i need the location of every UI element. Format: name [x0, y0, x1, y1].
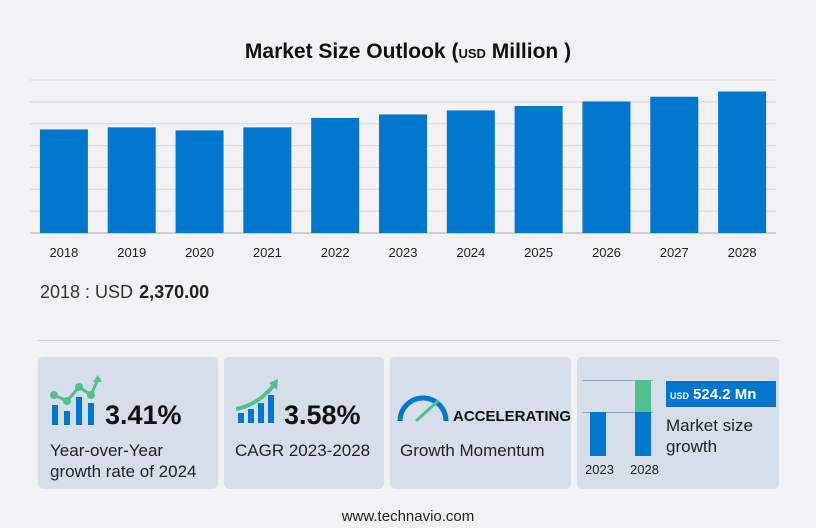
x-tick-label: 2027	[660, 245, 689, 260]
guide-line	[583, 380, 653, 381]
bar-2025	[514, 106, 563, 233]
x-tick-label: 2026	[592, 245, 621, 260]
bar-2027	[650, 96, 699, 233]
bar-2028	[635, 412, 651, 456]
base-year-value: 2018 : USD 2,370.00	[40, 282, 210, 302]
x-tick-label: 2020	[185, 245, 214, 260]
cagr-label: CAGR 2023-2028	[235, 441, 371, 460]
divider	[38, 340, 780, 341]
year-end: 2028	[630, 462, 659, 477]
bar-2019	[107, 127, 156, 233]
x-tick-label: 2018	[49, 245, 78, 260]
bar-2018	[39, 129, 88, 233]
bar-2028	[718, 91, 767, 233]
growth-label: Market size growth	[666, 416, 753, 456]
yoy-card: 3.41% Year-over-Year growth rate of 2024	[38, 357, 218, 489]
x-tick-label: 2019	[117, 245, 146, 260]
year-start: 2023	[585, 462, 614, 477]
bar-2024	[446, 110, 495, 233]
bar-2022	[311, 117, 360, 233]
x-tick-label: 2024	[456, 245, 485, 260]
bar-2020	[175, 130, 224, 233]
yoy-label: Year-over-Year growth rate of 2024	[50, 441, 197, 481]
cagr-value: 3.58%	[284, 400, 361, 430]
bar-2021	[243, 127, 292, 233]
bar-2028-growth	[635, 380, 651, 412]
speedometer-icon	[397, 395, 449, 423]
growth-card: 2023 2028 Market size growth	[577, 357, 779, 489]
momentum-label: Growth Momentum	[400, 441, 545, 460]
x-tick-label: 2022	[321, 245, 350, 260]
bar-2026	[582, 101, 631, 233]
growth-value-badge: USD 524.2 Mn	[666, 381, 776, 407]
x-tick-label: 2028	[728, 245, 757, 260]
x-tick-label: 2023	[389, 245, 418, 260]
x-tick-label: 2025	[524, 245, 553, 260]
chart-title: Market Size Outlook (USD Million )	[244, 40, 572, 63]
bar-chart: 2018 2019 2020 2021 2022 2023 2024 2025 2026 2027…	[30, 79, 776, 260]
momentum-value: ACCELERATING	[453, 408, 572, 425]
guide-line	[583, 412, 653, 413]
x-tick-label: 2021	[253, 245, 282, 260]
cagr-card: 3.58% CAGR 2023-2028	[224, 357, 384, 489]
growth-chart-icon	[50, 375, 102, 425]
yoy-value: 3.41%	[105, 400, 182, 430]
footer-url: www.technavio.com	[341, 508, 475, 525]
bar-2023	[379, 114, 427, 233]
bar-2023	[590, 412, 606, 456]
momentum-card: ACCELERATING Growth Momentum	[390, 357, 571, 489]
cagr-chart-icon	[236, 379, 278, 423]
